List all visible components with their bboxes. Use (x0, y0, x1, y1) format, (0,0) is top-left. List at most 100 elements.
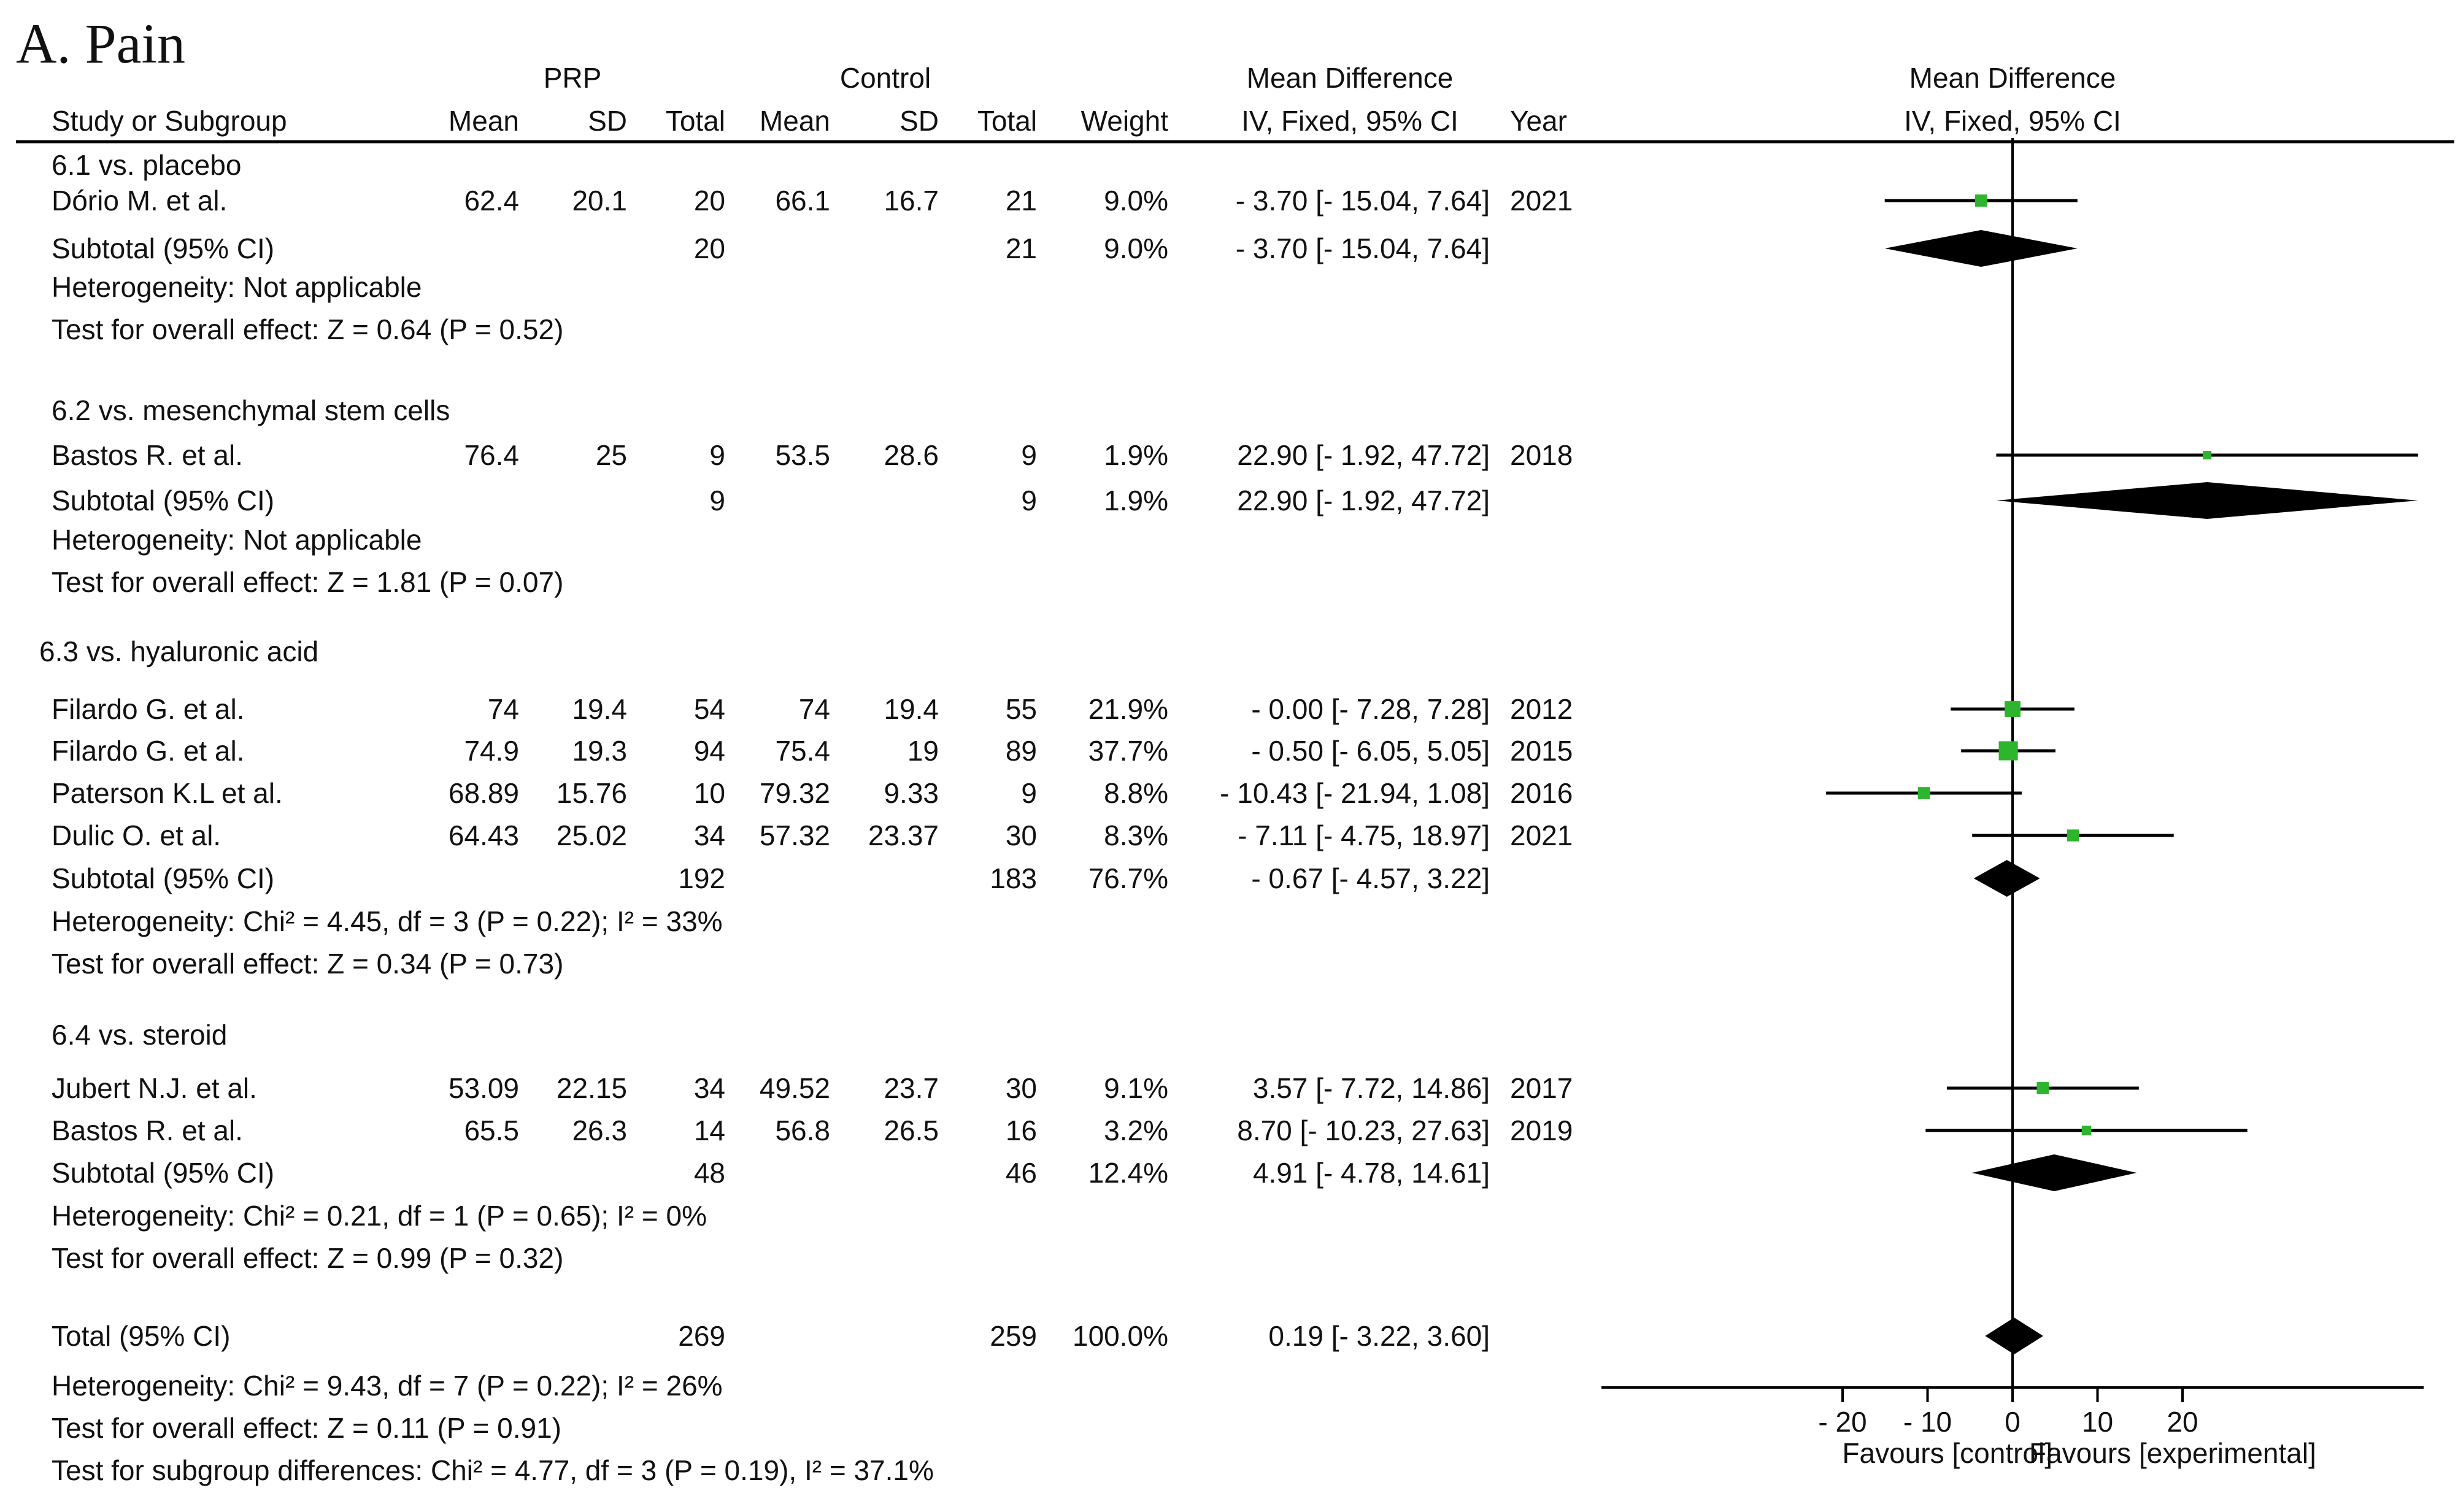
cell-ci-text: - 7.11 [- 4.75, 18.97] (1238, 819, 1490, 851)
cell-ctl-sd: 23.7 (884, 1072, 939, 1104)
note-label: Test for overall effect: Z = 0.11 (P = 0… (52, 1412, 561, 1444)
cell-ci-text: - 0.50 [- 6.05, 5.05] (1251, 735, 1490, 767)
cell-prp-total: 10 (694, 777, 725, 809)
subtotal-row: Subtotal (95% CI) 20 21 9.0% - 3.70 [- 15.04… (52, 232, 1490, 264)
group-label: 6.4 vs. steroid (52, 1019, 227, 1051)
cell-weight: 9.0% (1104, 232, 1168, 264)
effect-marker (2036, 1082, 2049, 1094)
cell-prp-mean: 62.4 (464, 185, 519, 217)
table-row: Filardo G. et al. 74 19.4 54 74 19.4 55 21.9% - … (52, 693, 1573, 725)
cell-prp-total: 9 (709, 485, 725, 516)
cell-ctl-mean: 66.1 (775, 185, 830, 217)
cell-year: 2017 (1510, 1072, 1573, 1104)
subtotal-label: Subtotal (95% CI) (52, 1157, 274, 1189)
table-row: Dulic O. et al. 64.43 25.02 34 57.32 23.37 30 8… (52, 819, 1573, 851)
note-row: Test for overall effect: Z = 1.81 (P = 0… (52, 566, 563, 598)
cell-prp-total: 192 (678, 862, 725, 894)
cell-weight: 9.1% (1104, 1072, 1168, 1104)
cell-ctl-total: 55 (1006, 693, 1037, 725)
cell-weight: 37.7% (1088, 735, 1168, 767)
subtotal-label: Subtotal (95% CI) (52, 232, 274, 264)
cell-ctl-total: 46 (1006, 1157, 1037, 1189)
note-row: Test for overall effect: Z = 0.34 (P = 0… (52, 948, 563, 980)
table-row: Paterson K.L et al. 68.89 15.76 10 79.32 9.33… (52, 777, 1573, 809)
study-label: Dório M. et al. (52, 185, 227, 217)
cell-ci-text: 4.91 [- 4.78, 14.61] (1253, 1157, 1490, 1189)
cell-prp-sd: 20.1 (572, 185, 627, 217)
cell-year: 2018 (1510, 439, 1573, 471)
cell-ci-text: 22.90 [- 1.92, 47.72] (1237, 485, 1490, 516)
cell-ctl-sd: 9.33 (884, 777, 939, 809)
note-label: Heterogeneity: Chi² = 4.45, df = 3 (P = … (52, 905, 723, 937)
note-label: Heterogeneity: Chi² = 0.21, df = 1 (P = … (52, 1200, 707, 1232)
cell-ctl-mean: 53.5 (775, 439, 830, 471)
cell-ctl-mean: 56.8 (775, 1115, 830, 1146)
cell-prp-total: 34 (694, 1072, 725, 1104)
subtotal-diamond (1973, 860, 2040, 897)
note-row: Heterogeneity: Chi² = 4.45, df = 3 (P = … (52, 905, 723, 937)
cell-ctl-total: 89 (1006, 735, 1037, 767)
cell-prp-total: 34 (694, 819, 725, 851)
note-row: Test for overall effect: Z = 0.11 (P = 0… (52, 1412, 561, 1444)
favours-experimental-label: Favours [experimental] (2029, 1437, 2316, 1469)
subtotal-diamond (1884, 230, 2078, 267)
header-prp: PRP (544, 62, 602, 94)
group-row: 6.3 vs. hyaluronic acid (39, 635, 318, 667)
cell-weight: 1.9% (1104, 485, 1168, 516)
cell-prp-mean: 74 (488, 693, 519, 725)
table-row: Jubert N.J. et al. 53.09 22.15 34 49.52 23.7 3… (52, 1072, 1573, 1104)
note-row: Test for subgroup differences: Chi² = 4.… (52, 1454, 934, 1486)
cell-year: 2021 (1510, 819, 1573, 851)
cell-ci-text: - 0.00 [- 7.28, 7.28] (1251, 693, 1490, 725)
header-prp-total: Total (666, 105, 725, 137)
header-control-total: Total (977, 105, 1037, 137)
cell-prp-sd: 25 (596, 439, 627, 471)
cell-year: 2016 (1510, 777, 1573, 809)
study-label: Jubert N.J. et al. (52, 1072, 257, 1104)
table-row: Dório M. et al. 62.4 20.1 20 66.1 16.7 21 9.0% -… (52, 185, 1573, 217)
table-rows: 6.1 vs. placebo Dório M. et al. 62.4 20.1 20… (39, 149, 1573, 1486)
cell-prp-total: 94 (694, 735, 725, 767)
plot-area: - 20 - 10 0 10 20 (1601, 138, 2424, 1438)
cell-weight: 12.4% (1088, 1157, 1168, 1189)
effect-marker (2203, 451, 2212, 459)
subtotal-label: Subtotal (95% CI) (52, 485, 274, 516)
cell-year: 2019 (1510, 1115, 1573, 1146)
cell-ctl-sd: 16.7 (884, 185, 939, 217)
cell-ctl-total: 259 (990, 1320, 1037, 1352)
cell-prp-mean: 53.09 (449, 1072, 519, 1104)
cell-prp-sd: 15.76 (557, 777, 627, 809)
note-label: Heterogeneity: Not applicable (52, 524, 422, 556)
header-weight: Weight (1081, 105, 1169, 137)
table-row: Filardo G. et al. 74.9 19.3 94 75.4 19 89 37.7%… (52, 735, 1573, 767)
note-label: Test for overall effect: Z = 0.34 (P = 0… (52, 948, 563, 980)
note-row: Heterogeneity: Not applicable (52, 271, 422, 303)
cell-ci-text: 3.57 [- 7.72, 14.86] (1253, 1072, 1490, 1104)
cell-weight: 100.0% (1073, 1320, 1168, 1352)
subtotal-row: Subtotal (95% CI) 192 183 76.7% - 0.67 [- 4.… (52, 862, 1490, 894)
header-control: Control (840, 62, 931, 94)
cell-ctl-sd: 26.5 (884, 1115, 939, 1146)
cell-ctl-total: 16 (1006, 1115, 1037, 1146)
cell-prp-mean: 74.9 (464, 735, 519, 767)
group-row: 6.1 vs. placebo (52, 149, 241, 181)
subtotal-diamond (1971, 1154, 2137, 1191)
group-row: 6.2 vs. mesenchymal stem cells (52, 394, 450, 426)
cell-ci-text: - 10.43 [- 21.94, 1.08] (1220, 777, 1490, 809)
cell-prp-total: 9 (709, 439, 725, 471)
header-control-mean: Mean (760, 105, 830, 137)
cell-ctl-total: 30 (1006, 819, 1037, 851)
cell-ctl-total: 21 (1006, 232, 1037, 264)
cell-ctl-total: 30 (1006, 1072, 1037, 1104)
cell-prp-total: 48 (694, 1157, 725, 1189)
cell-prp-total: 20 (694, 185, 725, 217)
cell-ctl-mean: 74 (799, 693, 830, 725)
header-prp-sd: SD (588, 105, 627, 137)
note-label: Test for overall effect: Z = 1.81 (P = 0… (52, 566, 563, 598)
subtotal-row: Subtotal (95% CI) 48 46 12.4% 4.91 [- 4.78, … (52, 1157, 1490, 1189)
total-row: Total (95% CI) 269 259 100.0% 0.19 [- 3.22, … (52, 1320, 1490, 1352)
note-label: Heterogeneity: Not applicable (52, 271, 422, 303)
effect-marker (1998, 741, 2018, 761)
cell-weight: 9.0% (1104, 185, 1168, 217)
